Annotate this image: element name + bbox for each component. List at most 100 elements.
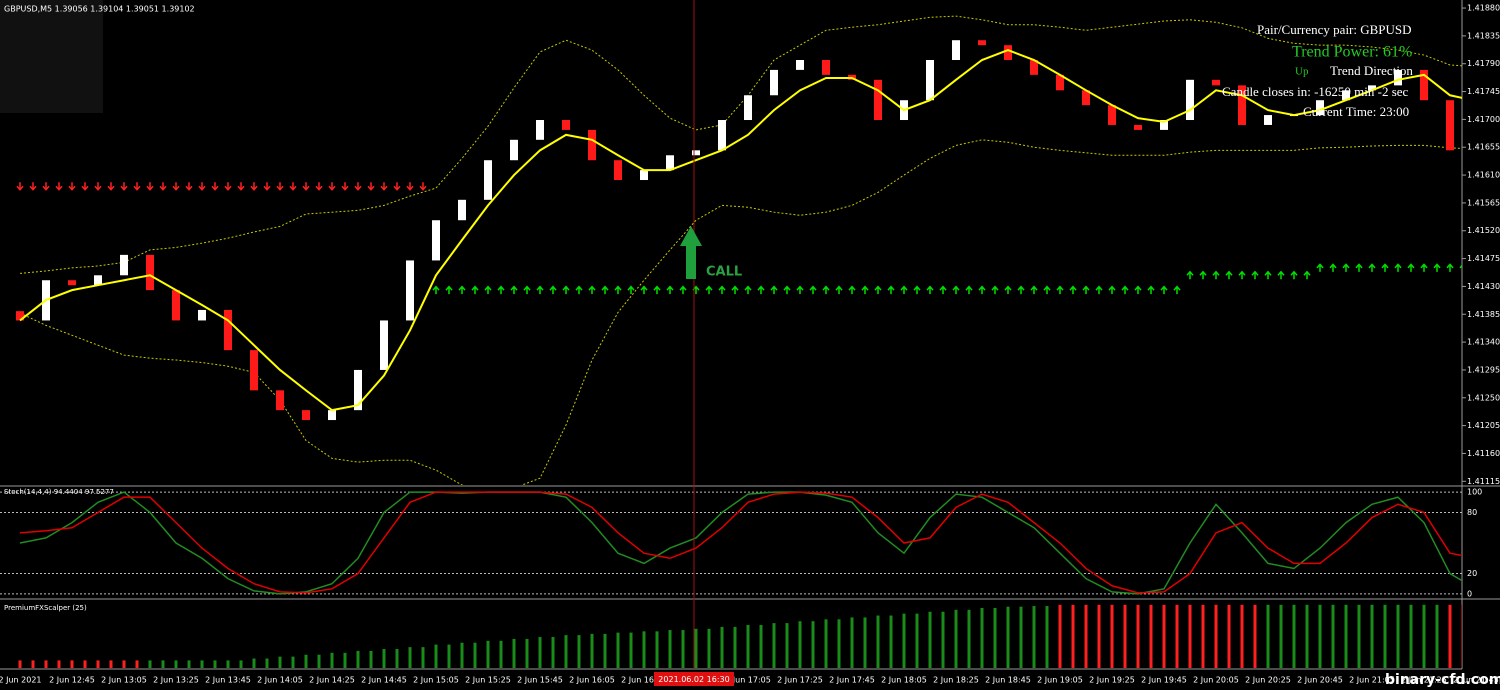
histogram-bar — [837, 619, 841, 668]
sell-arrow — [354, 182, 362, 191]
histogram-bar — [512, 638, 516, 668]
x-tick-label: 2 Jun 14:25 — [309, 676, 355, 685]
buy-arrow — [1264, 270, 1272, 280]
histogram-bar — [811, 621, 815, 668]
x-tick-label: 2 Jun 21:25 — [1401, 676, 1447, 685]
x-tick-label: 2 Jun 15:25 — [465, 676, 511, 685]
buy-arrow — [835, 285, 843, 295]
buy-arrow — [601, 285, 609, 295]
candle — [1212, 79, 1220, 86]
histogram-bar — [252, 658, 256, 668]
histogram-bar — [447, 644, 451, 668]
histogram-bar — [798, 621, 802, 668]
histogram-bar — [291, 656, 295, 668]
histogram-bar — [1084, 604, 1088, 668]
candle — [874, 79, 882, 121]
x-tick-label: 2 Jun 12:45 — [49, 676, 95, 685]
sell-arrow — [328, 182, 336, 191]
histogram-bar — [1435, 604, 1439, 668]
buy-arrow — [1342, 263, 1350, 272]
buy-arrow — [822, 285, 830, 295]
sell-arrow — [289, 182, 297, 191]
buy-arrow — [874, 285, 882, 295]
buy-arrow — [1134, 285, 1142, 295]
histogram-bar — [655, 631, 659, 668]
histogram-bar — [915, 613, 919, 668]
sell-arrow — [224, 182, 232, 191]
buy-arrow — [1433, 263, 1441, 272]
candle — [978, 40, 986, 46]
sell-arrow — [146, 182, 154, 191]
candle — [562, 120, 570, 130]
buy-arrow — [1407, 263, 1415, 272]
histogram-bar — [1032, 606, 1036, 668]
histogram-bar — [603, 633, 607, 668]
candle — [250, 350, 258, 391]
histogram-bar — [590, 633, 594, 668]
buy-arrow — [965, 285, 973, 295]
sell-arrow — [263, 182, 271, 191]
watermark: binary-cfd.com — [1385, 672, 1500, 688]
price-tick-label: 1.41340 — [1467, 338, 1500, 347]
buy-arrow — [757, 285, 765, 295]
buy-arrow — [1459, 264, 1462, 269]
buy-arrow — [770, 285, 778, 295]
candle — [484, 160, 492, 200]
buy-arrow — [1446, 263, 1454, 272]
buy-arrow — [445, 285, 453, 295]
candle — [692, 150, 700, 156]
histogram-bar — [200, 660, 204, 668]
candle — [94, 275, 102, 286]
buy-arrow — [952, 285, 960, 295]
stoch-tick-label: 80 — [1467, 508, 1477, 517]
info-time: Current Time: 23:00 — [1303, 104, 1409, 119]
call-arrow — [680, 226, 702, 279]
candle — [406, 260, 414, 321]
candle — [1030, 60, 1038, 75]
stoch-tick-label: 20 — [1467, 569, 1477, 578]
price-tick-label: 1.41835 — [1467, 31, 1500, 40]
histogram-bar — [317, 654, 321, 668]
histogram-bar — [1201, 604, 1205, 668]
candle — [198, 309, 206, 321]
x-tick-label: 2 Jun 19:05 — [1037, 676, 1083, 685]
candle — [666, 155, 674, 171]
histogram-bar — [1045, 606, 1049, 668]
buy-arrow — [1199, 270, 1207, 280]
sell-arrow — [29, 182, 37, 191]
sell-arrow — [237, 182, 245, 191]
histogram-bar — [1305, 604, 1309, 668]
buy-arrow — [1082, 285, 1090, 295]
sell-arrow — [16, 182, 24, 191]
sell-arrow — [302, 182, 310, 191]
histogram-bar — [694, 628, 698, 668]
histogram-bar — [278, 656, 282, 668]
info-pair: Pair/Currency pair: GBPUSD — [1257, 22, 1412, 37]
candle — [770, 69, 778, 96]
x-tick-label: 2 Jun 15:05 — [413, 676, 459, 685]
histogram-bar — [1357, 604, 1361, 668]
candle — [796, 60, 804, 70]
price-tick-label: 1.41160 — [1467, 449, 1500, 458]
x-tick-label: 2 Jun 17:25 — [777, 676, 823, 685]
sell-arrow — [107, 182, 115, 191]
sell-arrow — [341, 182, 349, 191]
buy-arrow — [588, 285, 596, 295]
x-tick-label: 2 Jun 18:25 — [933, 676, 979, 685]
info-candle-close: Candle closes in: -16250 min -2 sec — [1222, 84, 1409, 99]
candle — [458, 199, 466, 221]
candle — [640, 170, 648, 181]
buy-arrow — [887, 285, 895, 295]
histogram-bar — [772, 623, 776, 668]
sell-arrow — [211, 182, 219, 191]
histogram-bar — [213, 660, 217, 668]
histogram-bar — [720, 626, 724, 668]
buy-arrow — [458, 285, 466, 295]
histogram-bar — [434, 644, 438, 668]
histogram-bar — [161, 660, 165, 668]
histogram-bar — [551, 637, 555, 668]
buy-arrow — [848, 285, 856, 295]
histogram-bar — [1162, 604, 1166, 668]
histogram-bar — [44, 660, 48, 668]
histogram-bar — [148, 660, 152, 668]
